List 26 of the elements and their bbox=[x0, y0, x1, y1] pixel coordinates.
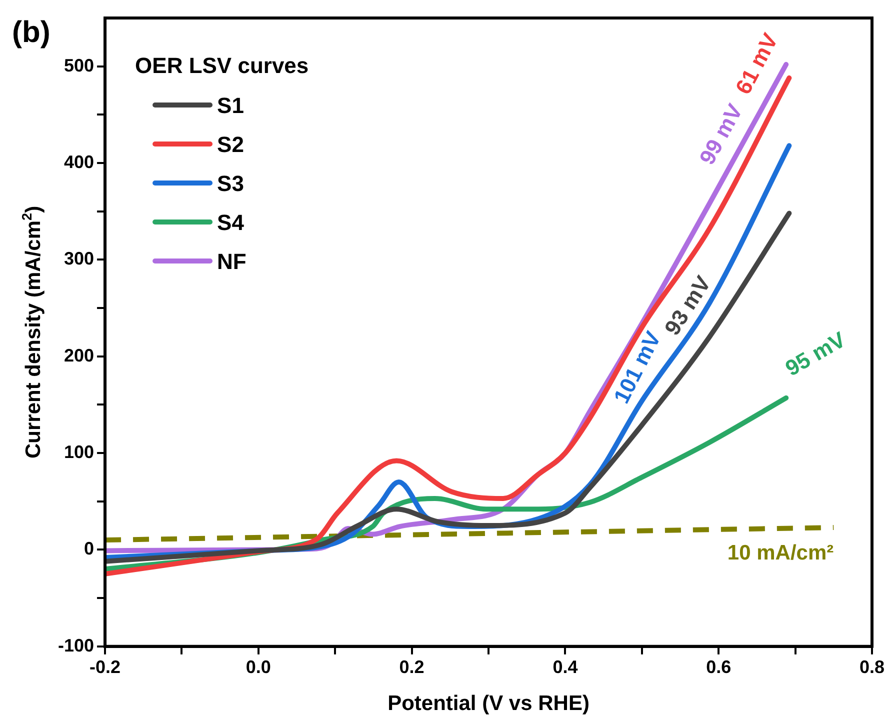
series-label: 10 mA/cm² bbox=[727, 541, 834, 564]
y-tick-label: 400 bbox=[64, 152, 94, 172]
y-tick-label: -100 bbox=[58, 635, 94, 656]
x-tick-label: 0.2 bbox=[399, 657, 424, 678]
legend-label: NF bbox=[217, 249, 246, 274]
y-tick-label: 500 bbox=[64, 55, 94, 76]
legend-label: S3 bbox=[217, 171, 244, 196]
y-tick-label: 200 bbox=[64, 345, 94, 366]
x-tick-label: 0.8 bbox=[859, 657, 885, 678]
y-tick-label: 300 bbox=[64, 248, 94, 269]
y-tick-label: 0 bbox=[84, 538, 94, 559]
y-tick-label: 100 bbox=[64, 442, 94, 462]
annotation: 95 mV bbox=[781, 326, 850, 381]
x-tick-label: 0.0 bbox=[246, 657, 271, 678]
chart-title: (b) bbox=[12, 16, 50, 49]
legend-title: OER LSV curves bbox=[135, 53, 309, 78]
legend-label: S2 bbox=[217, 132, 244, 157]
x-axis-title: Potential (V vs RHE) bbox=[388, 692, 590, 715]
x-tick-label: 0.4 bbox=[552, 657, 578, 678]
x-tick-label: 0.6 bbox=[706, 657, 732, 678]
annotation: 99 mV bbox=[694, 99, 748, 169]
legend-label: S4 bbox=[217, 210, 245, 235]
x-tick-label: -0.2 bbox=[90, 657, 121, 678]
legend-label: S1 bbox=[217, 93, 244, 118]
y-axis-title: Current density (mA/cm2) bbox=[20, 206, 45, 459]
annotation: 61 mV bbox=[730, 28, 783, 98]
